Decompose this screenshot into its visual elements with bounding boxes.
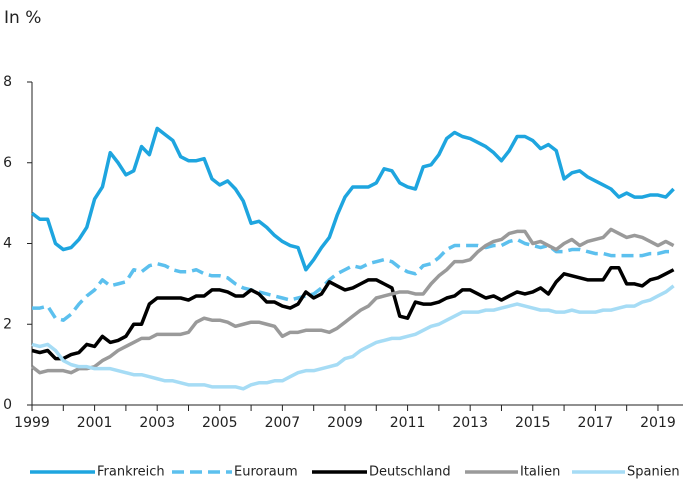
y-tick-label: 0 [3, 397, 12, 413]
x-tick-label: 2017 [578, 415, 614, 431]
x-tick-label: 2009 [327, 415, 363, 431]
legend-label: Frankreich [97, 465, 165, 480]
x-tick-label: 2003 [139, 415, 175, 431]
x-tick-label: 2001 [77, 415, 113, 431]
x-tick-label: 2005 [202, 415, 238, 431]
y-tick-label: 6 [3, 155, 12, 171]
legend-label: Deutschland [369, 465, 451, 480]
series-line [31, 265, 675, 361]
series-line [32, 237, 674, 322]
series-line [30, 126, 675, 272]
legend-label: Spanien [627, 465, 680, 480]
x-tick-label: 2007 [265, 415, 301, 431]
series-line [30, 227, 675, 375]
x-tick-label: 2015 [515, 415, 551, 431]
y-tick-label: 4 [3, 236, 12, 252]
x-tick-label: 1999 [14, 415, 50, 431]
legend-label: Euroraum [234, 465, 298, 480]
y-tick-label: 8 [3, 74, 12, 90]
legend-label: Italien [520, 465, 560, 480]
y-axis-label: In % [4, 8, 41, 28]
y-tick-label: 2 [3, 316, 12, 332]
x-tick-label: 2011 [390, 415, 426, 431]
x-tick-label: 2013 [452, 415, 488, 431]
x-tick-label: 2019 [640, 415, 676, 431]
series-line [31, 284, 675, 391]
